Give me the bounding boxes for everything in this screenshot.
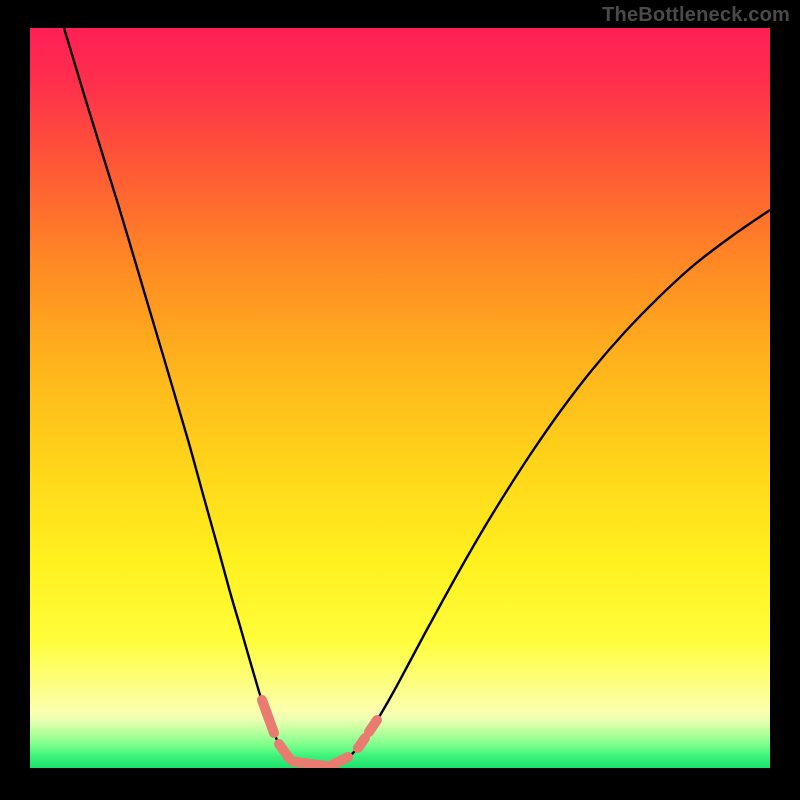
watermark-text: TheBottleneck.com [602,4,790,27]
bottleneck-curve [64,28,770,767]
highlight-segment [330,757,348,766]
highlight-segment [262,700,274,733]
highlight-segment [358,738,365,748]
highlight-segment [279,744,289,758]
plot-frame [30,28,770,768]
highlight-segment [369,720,377,732]
highlight-segments [262,700,377,766]
curve-layer [30,28,770,768]
highlight-segment [293,762,328,767]
